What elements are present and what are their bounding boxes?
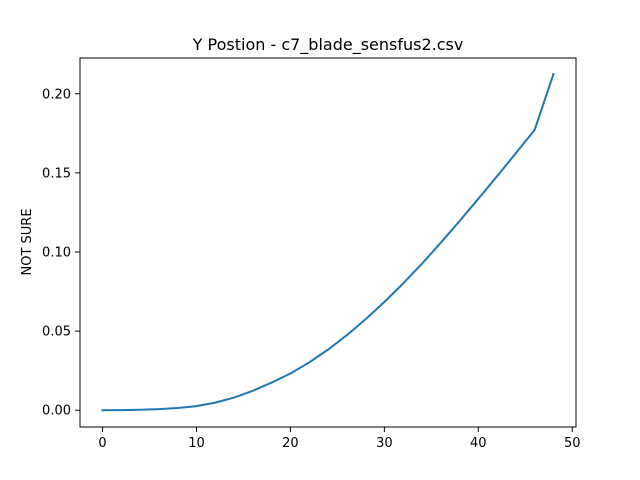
series-line xyxy=(101,72,555,412)
y-tick-label: 0.00 xyxy=(42,404,71,419)
y-tick-label: 0.05 xyxy=(42,325,71,340)
x-tick-label: 20 xyxy=(282,436,299,451)
plot-frame xyxy=(79,57,577,428)
x-tick-label: 10 xyxy=(188,436,205,451)
x-tick-label: 50 xyxy=(564,436,581,451)
chart-title: Y Postion - c7_blade_sensfus2.csv xyxy=(192,35,464,55)
x-tick-label: 0 xyxy=(98,436,106,451)
series-layer xyxy=(101,72,555,412)
y-axis: 0.00 0.05 0.10 0.15 0.20 xyxy=(42,87,80,419)
x-tick-label: 40 xyxy=(470,436,487,451)
y-tick-label: 0.10 xyxy=(42,245,71,260)
x-axis: 0 10 20 30 40 50 xyxy=(98,427,581,451)
plot-area xyxy=(79,57,577,428)
x-tick-label: 30 xyxy=(376,436,393,451)
y-tick-label: 0.20 xyxy=(42,87,71,102)
y-axis-label: NOT SURE xyxy=(20,208,35,275)
y-tick-label: 0.15 xyxy=(42,166,71,181)
